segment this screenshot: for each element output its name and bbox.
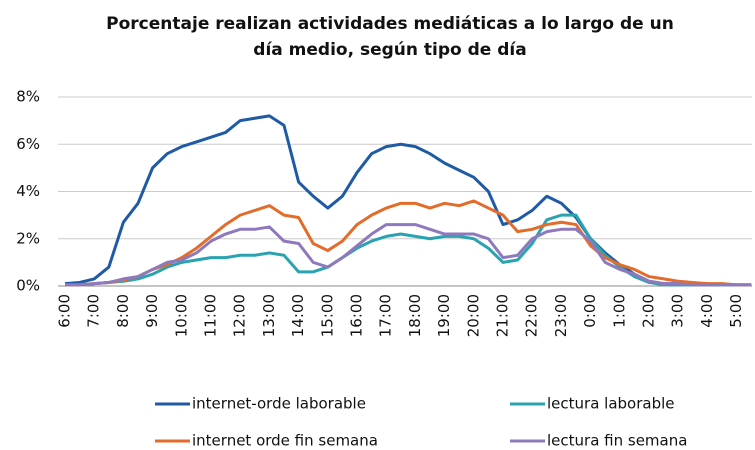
series-line <box>64 114 752 287</box>
x-tick-label: 9:00 <box>143 294 161 328</box>
x-tick-label: 12:00 <box>231 294 249 337</box>
x-tick-label: 22:00 <box>523 294 541 337</box>
x-tick-label: 2:00 <box>640 294 658 328</box>
x-tick-label: 4:00 <box>698 294 716 328</box>
x-tick-label: 20:00 <box>464 294 482 337</box>
legend-label: internet orde fin semana <box>192 432 378 450</box>
x-tick-label: 15:00 <box>318 294 336 337</box>
series-line <box>65 213 752 287</box>
x-tick-label: 19:00 <box>435 294 453 337</box>
x-tick-label: 13:00 <box>260 294 278 337</box>
x-tick-label: 0:00 <box>581 294 599 328</box>
legend-label: lectura laborable <box>547 395 675 413</box>
legend-label: internet-orde laborable <box>192 395 366 413</box>
chart-title: día medio, según tipo de día <box>253 40 526 60</box>
y-tick-label: 2% <box>16 229 40 247</box>
x-tick-label: 16:00 <box>348 294 366 337</box>
x-tick-label: 8:00 <box>114 294 132 328</box>
x-tick-label: 6:00 <box>56 294 74 328</box>
series-line <box>65 199 752 287</box>
series-line <box>65 223 752 287</box>
x-tick-label: 14:00 <box>289 294 307 337</box>
x-tick-label: 23:00 <box>552 294 570 337</box>
y-tick-label: 8% <box>16 88 40 106</box>
x-tick-label: 17:00 <box>377 294 395 337</box>
legend-label: lectura fin semana <box>547 432 687 450</box>
y-tick-label: 4% <box>16 182 40 200</box>
x-tick-label: 21:00 <box>494 294 512 337</box>
x-tick-label: 10:00 <box>172 294 190 337</box>
chart-title: Porcentaje realizan actividades mediátic… <box>106 14 674 34</box>
x-tick-label: 18:00 <box>406 294 424 337</box>
x-tick-label: 11:00 <box>202 294 220 337</box>
x-tick-label: 1:00 <box>610 294 628 328</box>
y-tick-label: 0% <box>16 277 40 295</box>
x-tick-label: 7:00 <box>85 294 103 328</box>
x-tick-label: 5:00 <box>727 294 745 328</box>
x-tick-label: 3:00 <box>669 294 687 328</box>
y-tick-label: 6% <box>16 135 40 153</box>
